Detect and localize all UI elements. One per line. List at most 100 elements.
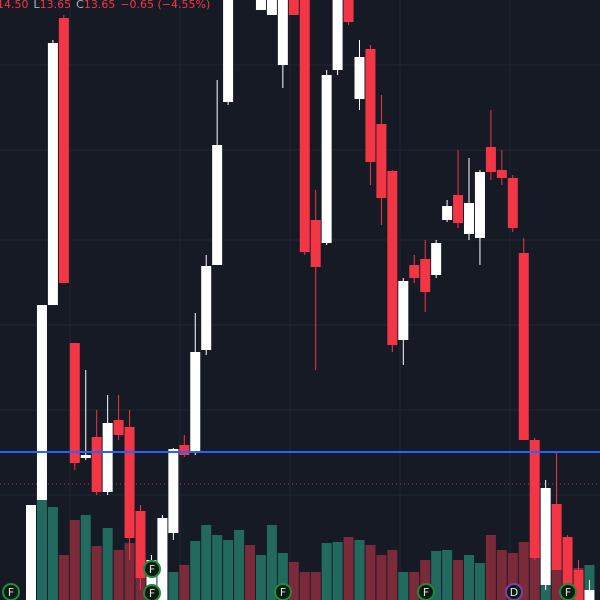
volume-bar xyxy=(376,555,387,600)
volume-bar xyxy=(168,572,179,600)
candle-body xyxy=(464,203,474,234)
header-item: −0.65 (−4.55%) xyxy=(120,0,210,11)
candle-body xyxy=(474,172,485,238)
volume-bar xyxy=(69,520,80,600)
candle-body xyxy=(135,511,146,578)
candle-body xyxy=(179,445,190,455)
candle-body xyxy=(91,437,102,492)
candle-body xyxy=(518,253,529,440)
volume-bar xyxy=(496,550,507,600)
header-item: 14.50 xyxy=(0,0,29,11)
volume-bar xyxy=(420,560,431,600)
candle-body xyxy=(201,266,212,350)
candle-body xyxy=(354,57,365,99)
candle-body xyxy=(212,145,223,265)
event-marker: F xyxy=(143,560,161,578)
volume-bar xyxy=(409,572,420,600)
event-marker: F xyxy=(143,584,161,600)
volume-bar xyxy=(124,543,135,600)
volume-bar xyxy=(431,551,442,600)
candle-body xyxy=(36,305,47,500)
candle-body xyxy=(47,43,58,305)
volume-bar xyxy=(190,541,201,600)
candle-body xyxy=(573,570,584,600)
candle-body xyxy=(409,265,420,278)
event-label: F xyxy=(565,586,571,599)
event-circle xyxy=(2,583,20,600)
candle-body xyxy=(529,440,540,558)
candle-body xyxy=(453,195,464,223)
candle-body xyxy=(376,124,387,198)
candle-body xyxy=(420,259,431,292)
volume-bar xyxy=(398,572,409,600)
candle-body xyxy=(343,0,354,22)
volume-bar xyxy=(266,525,277,600)
candle-body xyxy=(277,0,288,65)
event-label: F xyxy=(423,586,429,599)
volume-bar xyxy=(299,572,310,600)
candle-body xyxy=(365,49,376,162)
candle-body xyxy=(223,0,234,102)
candle-body xyxy=(485,147,496,172)
volume-bar xyxy=(245,545,255,600)
header-item: 13.65 xyxy=(40,0,72,11)
volume-bar xyxy=(343,537,354,600)
header-item: 13.65 xyxy=(84,0,116,11)
candle-body xyxy=(562,537,573,600)
candle-body xyxy=(26,505,36,600)
volume-bar xyxy=(332,542,343,600)
volume-bar xyxy=(80,515,91,600)
candle-body xyxy=(288,0,299,15)
volume-bar xyxy=(474,563,485,600)
candle-body xyxy=(102,423,113,492)
event-marker: F xyxy=(559,583,577,600)
volume-bar xyxy=(212,535,223,600)
event-circle xyxy=(559,583,577,600)
candle-body xyxy=(584,590,595,600)
candle-body xyxy=(113,420,124,435)
volume-bar xyxy=(277,553,288,600)
volume-bar xyxy=(507,553,518,600)
candle-body xyxy=(387,171,398,345)
volume-bar xyxy=(102,528,113,600)
volume-bar xyxy=(365,545,376,600)
event-marker: D xyxy=(505,583,523,600)
volume-bar xyxy=(179,565,190,600)
event-label: F xyxy=(149,587,155,600)
candle-body xyxy=(255,0,266,10)
event-circle xyxy=(143,560,161,578)
volume-bar xyxy=(464,555,474,600)
ohlc-header: 14.50 L13.65 C13.65 −0.65 (−4.55%) xyxy=(0,0,210,11)
volume-bar xyxy=(321,543,332,600)
candle-body xyxy=(310,220,321,267)
candle-body xyxy=(321,75,332,243)
candle-body xyxy=(431,243,442,275)
volume-bar xyxy=(310,572,321,600)
header-item: L xyxy=(34,0,41,11)
candle-body xyxy=(398,281,409,340)
event-label: D xyxy=(510,586,518,599)
event-marker: F xyxy=(417,583,435,600)
volume-bar xyxy=(113,550,124,600)
volume-bar xyxy=(518,542,529,600)
volume-bar xyxy=(288,562,299,600)
event-marker: F xyxy=(274,583,292,600)
candle-body xyxy=(124,427,135,538)
event-circle xyxy=(505,583,523,600)
event-label: F xyxy=(280,586,286,599)
volume-bar xyxy=(354,540,365,600)
event-circle xyxy=(417,583,435,600)
event-marker: F xyxy=(2,583,20,600)
candle-body xyxy=(157,518,168,600)
volume-bar xyxy=(58,555,69,600)
candle-body xyxy=(58,18,69,283)
volume-bar xyxy=(223,540,234,600)
candle-body xyxy=(69,343,80,463)
volume-bar xyxy=(551,563,562,600)
volume-bar xyxy=(255,555,266,600)
volume-bar xyxy=(529,545,540,600)
event-label: F xyxy=(8,586,14,599)
volume-bar xyxy=(387,550,398,600)
